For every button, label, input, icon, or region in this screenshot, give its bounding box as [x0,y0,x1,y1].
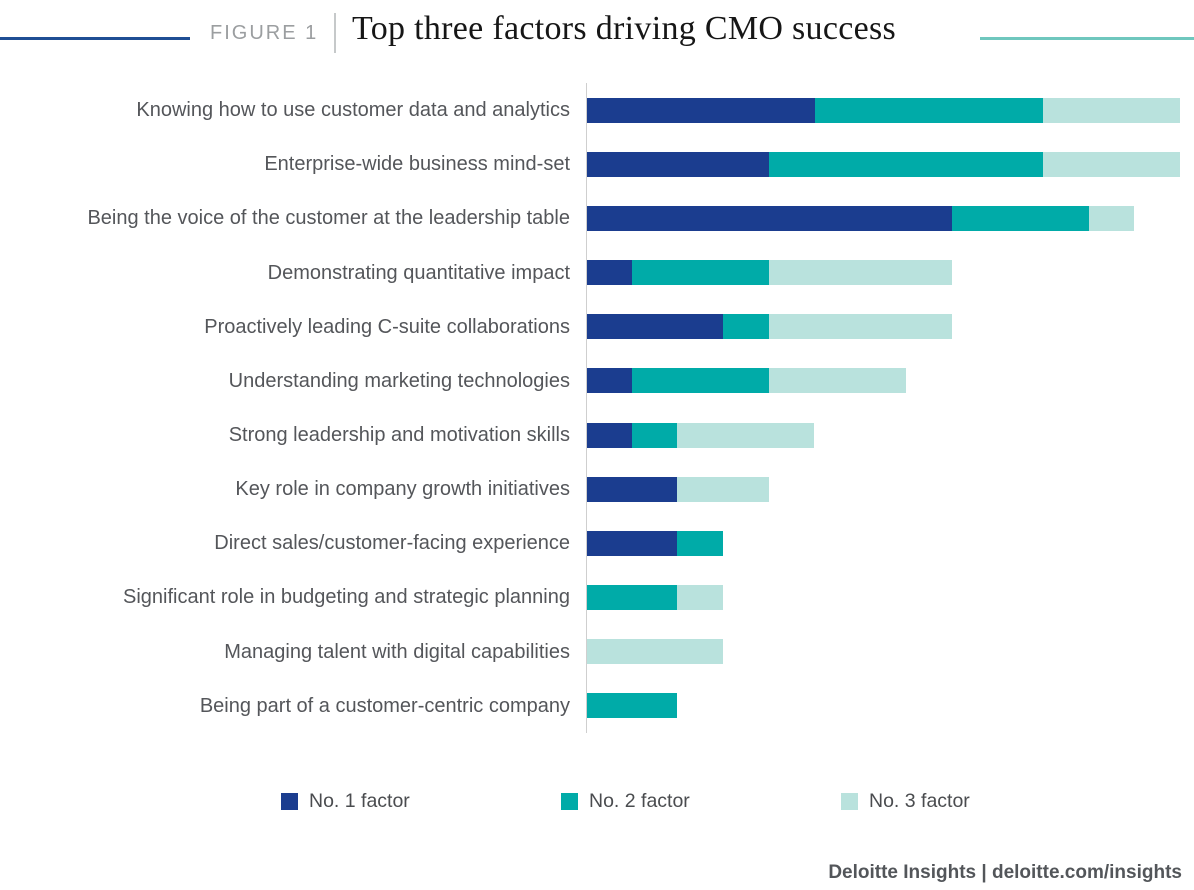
bar-track [586,260,952,286]
legend-label: No. 1 factor [309,790,410,812]
chart-row: Understanding marketing technologies [0,354,1194,408]
bar-track [586,97,1181,123]
chart-row: Significant role in budgeting and strate… [0,570,1194,624]
bar-segment-no-2-factor [631,368,769,394]
category-label: Demonstrating quantitative impact [267,261,570,284]
legend-label: No. 3 factor [869,790,970,812]
chart-row: Demonstrating quantitative impact [0,245,1194,299]
bar-segment-no-1-factor [586,530,678,556]
bar-segment-no-3-factor [677,476,769,502]
bar-segment-no-3-factor [677,584,724,610]
chart-row: Strong leadership and motivation skills [0,408,1194,462]
legend-item: No. 1 factor [281,790,561,813]
bar-segment-no-3-factor [1043,97,1181,123]
legend-swatch-icon [281,793,298,810]
bar-segment-no-2-factor [586,584,678,610]
bar-segment-no-2-factor [631,422,678,448]
legend-item: No. 2 factor [561,790,841,813]
bar-segment-no-2-factor [677,530,724,556]
bar-track [586,476,769,502]
chart-row: Knowing how to use customer data and ana… [0,83,1194,137]
chart-row: Direct sales/customer-facing experience [0,516,1194,570]
category-label: Being part of a customer-centric company [199,694,570,717]
bar-track [586,205,1135,231]
chart-row: Proactively leading C-suite collaboratio… [0,300,1194,354]
bar-track [586,639,724,665]
bar-segment-no-3-factor [1088,205,1135,231]
bar-segment-no-3-factor [768,314,952,340]
bar-segment-no-1-factor [586,151,769,177]
category-label: Being the voice of the customer at the l… [87,207,570,230]
category-label: Managing talent with digital capabilitie… [224,640,570,663]
category-label: Direct sales/customer-facing experience [214,532,570,555]
bar-segment-no-3-factor [1042,151,1181,177]
bar-segment-no-1-factor [586,205,952,231]
bar-track [586,584,724,610]
chart-row: Being the voice of the customer at the l… [0,191,1194,245]
bar-track [586,693,678,719]
header-rule-left [0,37,190,40]
bar-segment-no-2-factor [814,97,1043,123]
legend-label: No. 2 factor [589,790,690,812]
bar-segment-no-2-factor [768,151,1043,177]
legend-item: No. 3 factor [841,790,1121,813]
category-label: Knowing how to use customer data and ana… [136,99,570,122]
bar-track [586,151,1181,177]
bar-segment-no-2-factor [723,314,769,340]
page-title: Top three factors driving CMO success [352,10,897,47]
bar-segment-no-3-factor [768,260,952,286]
chart-row: Being part of a customer-centric company [0,679,1194,733]
bar-segment-no-2-factor [951,205,1089,231]
figure-header: FIGURE 1 Top three factors driving CMO s… [0,0,1194,66]
header-divider [334,13,336,53]
bar-segment-no-1-factor [586,422,632,448]
bar-segment-no-3-factor [768,368,906,394]
bar-segment-no-3-factor [586,639,724,665]
category-label: Proactively leading C-suite collaboratio… [204,315,570,338]
category-label: Understanding marketing technologies [228,369,570,392]
legend-swatch-icon [841,793,858,810]
category-label: Significant role in budgeting and strate… [123,586,570,609]
stacked-bar-chart: Knowing how to use customer data and ana… [0,83,1194,733]
bar-track [586,314,952,340]
category-label: Enterprise-wide business mind-set [264,153,570,176]
category-label: Strong leadership and motivation skills [228,424,570,447]
chart-legend: No. 1 factor No. 2 factor No. 3 factor [281,790,1121,813]
bar-segment-no-3-factor [677,422,815,448]
chart-row: Key role in company growth initiatives [0,462,1194,516]
bar-segment-no-1-factor [586,314,724,340]
bar-segment-no-2-factor [631,260,769,286]
bar-track [586,530,724,556]
bar-segment-no-1-factor [586,260,632,286]
bar-segment-no-2-factor [586,693,678,719]
figure-number-label: FIGURE 1 [210,22,319,44]
chart-rows: Knowing how to use customer data and ana… [0,83,1194,733]
chart-row: Managing talent with digital capabilitie… [0,625,1194,679]
header-rule-right [980,37,1194,40]
bar-track [586,422,815,448]
chart-row: Enterprise-wide business mind-set [0,137,1194,191]
footer-attribution: Deloitte Insights | deloitte.com/insight… [828,862,1182,883]
bar-segment-no-1-factor [586,97,815,123]
bar-track [586,368,906,394]
bar-segment-no-1-factor [586,476,678,502]
category-label: Key role in company growth initiatives [235,478,570,501]
y-axis-line [586,83,587,733]
bar-segment-no-1-factor [586,368,632,394]
legend-swatch-icon [561,793,578,810]
